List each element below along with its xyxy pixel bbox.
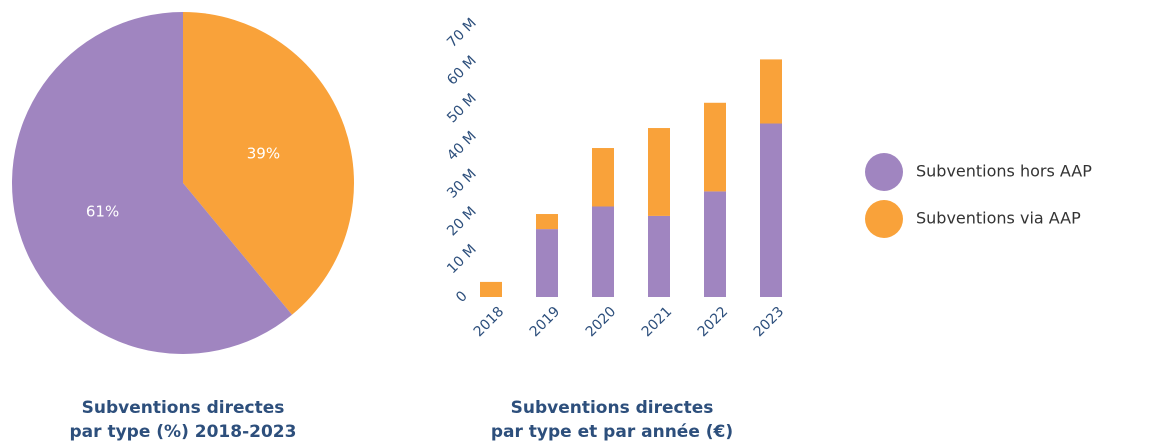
bar-segment [480,281,502,297]
y-tick-label: 40 M [444,128,480,164]
y-tick-label: 10 M [444,241,480,277]
bar-segment [760,123,782,297]
y-tick-label: 50 M [444,91,480,127]
legend-label: Subventions hors AAP [916,162,1092,181]
x-tick-label: 2018 [471,304,508,341]
bar-segment [592,206,614,297]
chart-title: par type (%) 2018-2023 [70,422,297,442]
bar-segment [648,128,670,216]
slice-label: 61% [86,202,119,220]
bar-segment [536,214,558,230]
y-tick-label: 0 [453,288,471,306]
y-tick-label: 30 M [444,166,480,202]
y-tick-label: 20 M [444,204,480,240]
bar-segment [536,229,558,297]
slice-label: 39% [247,145,280,163]
bar-segment [760,59,782,124]
y-tick-label: 60 M [444,53,480,89]
legend-label: Subventions via AAP [916,209,1081,228]
chart-title: Subventions directes [82,398,285,418]
x-tick-label: 2021 [639,304,676,341]
x-tick-label: 2020 [583,304,620,341]
x-tick-label: 2023 [751,304,788,341]
chart-title: par type et par année (€) [491,422,733,442]
chart-title: Subventions directes [511,398,714,418]
x-tick-label: 2022 [695,304,732,341]
bar-segment [704,102,726,192]
x-tick-label: 2019 [527,304,564,341]
bar-segment [648,215,670,297]
legend-swatch [865,200,903,238]
bar-segment [704,191,726,297]
pie-slice [11,12,292,354]
legend-swatch [865,153,903,191]
y-tick-label: 70 M [444,15,480,51]
pie-slice [183,12,354,315]
bar-segment [592,148,614,207]
